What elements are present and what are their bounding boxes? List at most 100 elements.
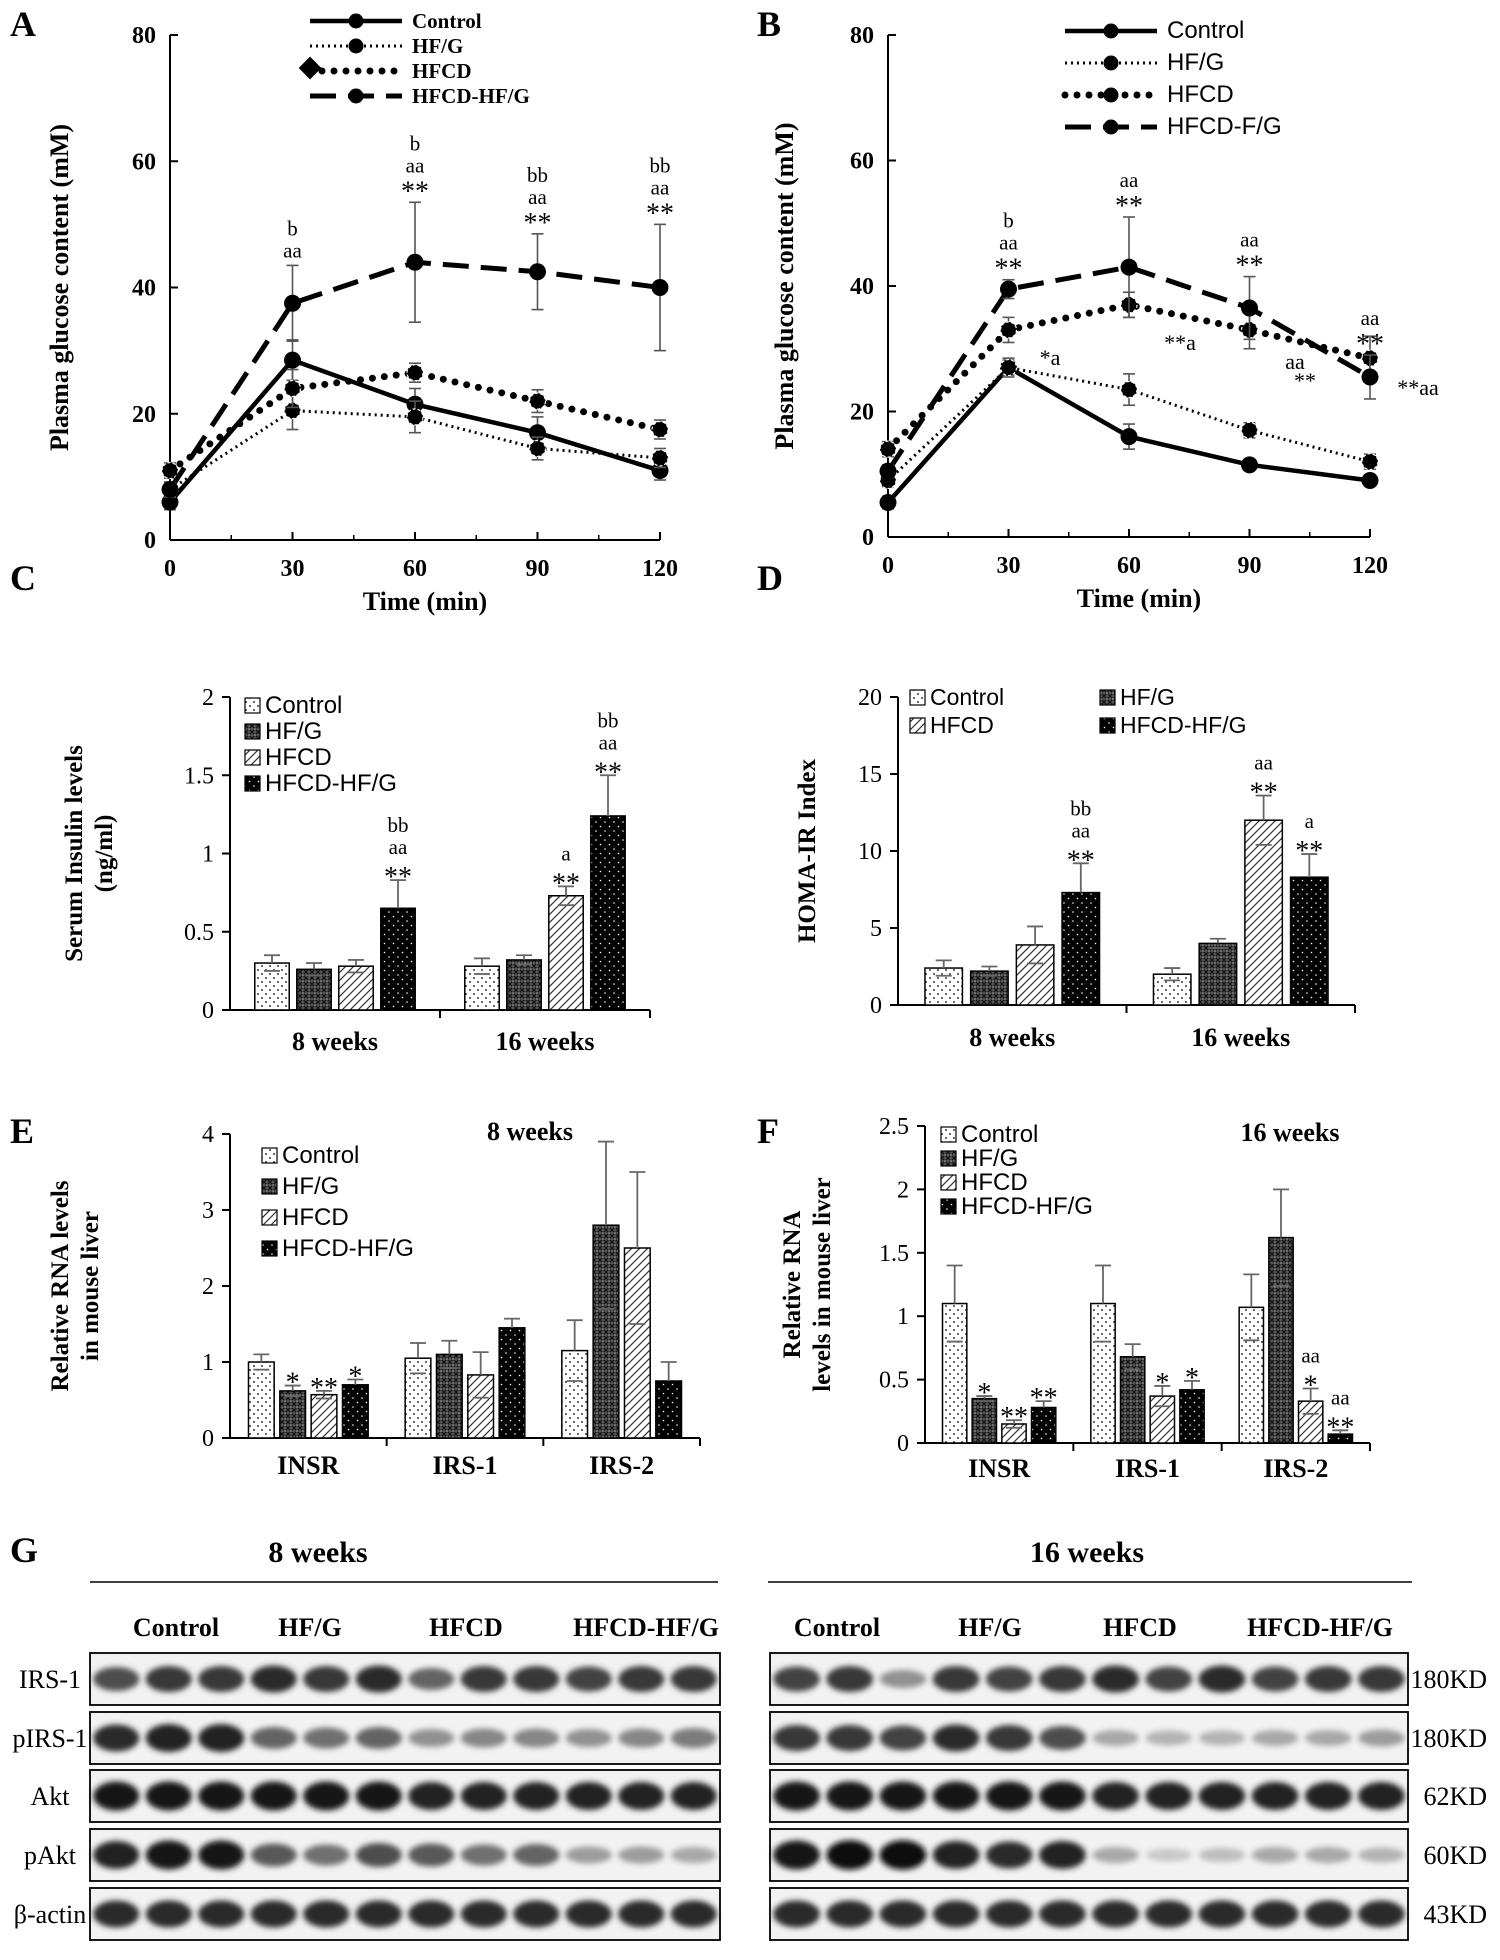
blot-band (1039, 1781, 1086, 1811)
blot-band (408, 1843, 455, 1867)
blot-band (1145, 1666, 1193, 1692)
panel-letter-f: F (757, 1111, 779, 1151)
blot-membrane-16w (769, 1652, 1409, 1706)
data-point (528, 439, 547, 458)
legend-swatch (909, 717, 926, 734)
bar (506, 959, 542, 1011)
legend-label: Control (930, 684, 1004, 710)
legend-label: HFCD-F/G (1167, 113, 1282, 140)
blot-band (1198, 1848, 1246, 1862)
legend-swatch (940, 1198, 957, 1215)
blot-band (1198, 1900, 1246, 1928)
x-tick-label: 90 (1238, 553, 1262, 579)
significance-label: **aa (1397, 375, 1439, 400)
data-point (879, 462, 897, 480)
legend-label: HFCD-HF/G (282, 1235, 414, 1262)
data-point (283, 379, 302, 398)
legend-label: Control (1167, 17, 1244, 44)
blot-membrane-8w (89, 1887, 721, 1941)
blot-band (1039, 1841, 1086, 1869)
bar (1152, 973, 1192, 1006)
blot-band (618, 1900, 665, 1928)
x-tick-label: 90 (526, 556, 550, 582)
bar (341, 1384, 369, 1439)
bar (1061, 891, 1101, 1006)
blot-band (985, 1781, 1033, 1811)
blot-band (1251, 1730, 1299, 1746)
significance-label: ** (1115, 191, 1143, 222)
blot-size-label: 180KD (1410, 1665, 1487, 1694)
legend-marker (1103, 119, 1119, 135)
significance-label: **a (1164, 330, 1196, 355)
chart-b-glucose-tolerance: 0 20 40 60 80 0 30 60 90 120 Time (min) Plasma gluc… (770, 17, 1439, 613)
bar (435, 1353, 463, 1439)
blot-band (932, 1900, 980, 1928)
bar (498, 1327, 526, 1439)
significance-label: * (1185, 1363, 1199, 1394)
y-tick-label: 2.5 (879, 1114, 909, 1140)
significance-label: ** (1030, 1383, 1058, 1414)
blot-membrane-8w (89, 1828, 721, 1882)
blot-band (1039, 1726, 1086, 1750)
significance-label: aa (283, 238, 302, 262)
chart-a-glucose-tolerance: 0 20 40 60 80 0 30 60 90 120 Time (min) Plasma gluc… (45, 9, 678, 616)
y-axis-label: Plasma glucose content (mM) (45, 124, 74, 451)
significance-label: * (348, 1361, 362, 1392)
blot-band (355, 1665, 402, 1693)
significance-label: ** (995, 254, 1023, 285)
data-point (1361, 472, 1379, 490)
blot-band (303, 1844, 350, 1866)
bar (1030, 1406, 1057, 1444)
blot-row-label: IRS-1 (19, 1665, 81, 1694)
blot-band (1358, 1847, 1405, 1863)
data-point (284, 294, 301, 312)
significance-label: * (1304, 1370, 1318, 1401)
blot-band (303, 1727, 350, 1749)
legend-swatch (940, 1126, 957, 1143)
blot-band (303, 1666, 350, 1692)
blot-band (355, 1843, 402, 1867)
blot-membrane-16w (769, 1887, 1409, 1941)
y-tick-label: 80 (850, 23, 874, 49)
legend-label: HFCD (282, 1204, 349, 1231)
significance-label: ** (1294, 368, 1316, 393)
blot-band (1092, 1847, 1139, 1863)
blot-band (513, 1900, 560, 1928)
series-line (166, 369, 664, 475)
data-point (1240, 421, 1259, 439)
significance-label: aa (389, 835, 408, 859)
blot-band (932, 1666, 980, 1692)
blot-membrane-8w (89, 1769, 721, 1823)
data-point (1120, 428, 1138, 446)
legend-label: HF/G (1167, 49, 1224, 76)
blot-band (1198, 1782, 1246, 1810)
data-point (406, 253, 424, 271)
blot-band (250, 1665, 297, 1693)
y-tick-label: 5 (870, 916, 882, 942)
blot-band (513, 1782, 560, 1810)
legend-label: HFCD-HF/G (1120, 712, 1246, 738)
blot-frame (89, 1711, 721, 1765)
significance-label: b (410, 131, 421, 155)
significance-label: aa (1254, 751, 1273, 775)
data-point (1241, 299, 1258, 317)
blot-band (670, 1900, 717, 1928)
data-point (406, 408, 424, 426)
significance-label: aa (1331, 1385, 1350, 1409)
data-point (651, 279, 669, 296)
category-label: IRS-1 (432, 1451, 497, 1480)
legend-marker (1103, 23, 1119, 39)
blot-band (460, 1844, 507, 1866)
legend-label: Control (282, 1142, 359, 1169)
bar (1149, 1395, 1176, 1444)
data-point (1361, 453, 1379, 471)
blot-band (198, 1781, 245, 1811)
blot-band (565, 1729, 612, 1747)
significance-label: a (1305, 809, 1315, 833)
y-tick-label: 0 (897, 1431, 909, 1457)
blot-band (513, 1844, 560, 1866)
blot-band (1145, 1900, 1193, 1928)
blot-band (670, 1847, 717, 1863)
blot-band (513, 1728, 560, 1748)
